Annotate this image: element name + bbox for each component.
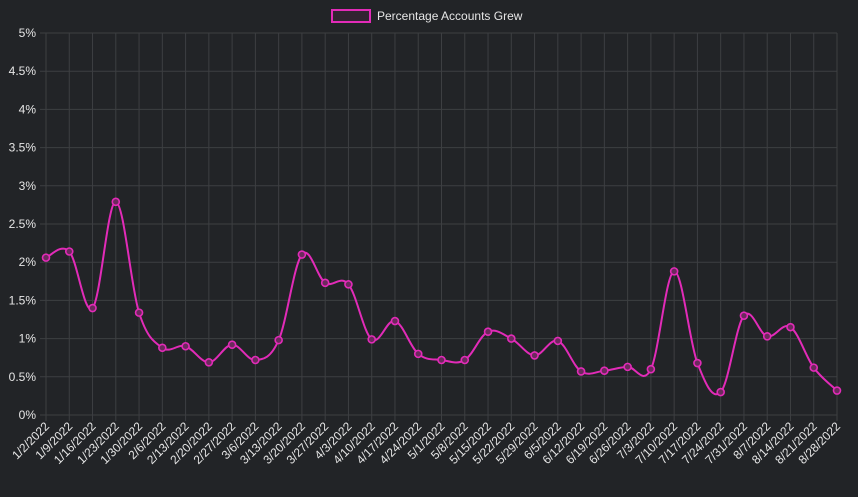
data-point[interactable]	[693, 358, 702, 368]
data-point[interactable]	[809, 363, 819, 372]
data-point[interactable]	[437, 355, 446, 365]
data-point[interactable]	[390, 316, 400, 326]
y-tick-label: 0.5%	[9, 370, 37, 384]
data-point[interactable]	[623, 362, 632, 372]
data-point[interactable]	[669, 267, 679, 276]
data-point[interactable]	[367, 335, 377, 344]
data-point[interactable]	[64, 247, 74, 256]
y-tick-label: 0%	[19, 408, 37, 422]
data-point[interactable]	[134, 308, 144, 317]
legend[interactable]: Percentage Accounts Grew	[331, 9, 523, 23]
data-point[interactable]	[158, 343, 167, 353]
y-tick-label: 2.5%	[9, 217, 37, 231]
y-tick-label: 2%	[19, 255, 37, 269]
grid	[40, 32, 838, 421]
data-point[interactable]	[832, 386, 842, 395]
x-axis-ticks: 1/2/20221/9/20221/16/20221/23/20221/30/2…	[9, 419, 843, 467]
data-point[interactable]	[204, 357, 214, 367]
legend-label[interactable]: Percentage Accounts Grew	[377, 9, 523, 23]
data-point[interactable]	[413, 349, 423, 359]
data-point[interactable]	[762, 332, 772, 341]
data-point[interactable]	[88, 303, 97, 313]
data-point[interactable]	[786, 322, 795, 332]
data-point[interactable]	[600, 366, 609, 375]
data-point[interactable]	[41, 253, 51, 262]
data-point[interactable]	[344, 280, 353, 289]
data-point[interactable]	[227, 340, 237, 350]
data-point[interactable]	[251, 355, 260, 365]
data-point[interactable]	[716, 387, 725, 397]
legend-swatch[interactable]	[331, 9, 371, 23]
data-point[interactable]	[274, 335, 283, 345]
data-point[interactable]	[297, 250, 307, 259]
data-point[interactable]	[739, 311, 749, 320]
data-point[interactable]	[483, 327, 493, 337]
data-point[interactable]	[576, 367, 586, 376]
data-point[interactable]	[646, 364, 656, 374]
data-point[interactable]	[530, 351, 539, 360]
y-tick-label: 4.5%	[9, 64, 37, 78]
y-tick-label: 1.5%	[9, 293, 37, 307]
y-tick-label: 3%	[19, 179, 37, 193]
data-point[interactable]	[460, 355, 470, 365]
data-point[interactable]	[320, 278, 330, 288]
y-tick-label: 1%	[19, 332, 37, 346]
series-layer	[41, 197, 842, 397]
y-tick-label: 5%	[19, 26, 37, 40]
y-tick-label: 3.5%	[9, 141, 37, 155]
data-point[interactable]	[111, 197, 121, 207]
data-point[interactable]	[181, 341, 190, 351]
data-point[interactable]	[553, 336, 563, 346]
data-point[interactable]	[506, 334, 516, 343]
y-tick-label: 4%	[19, 102, 37, 116]
y-axis-ticks: 0% 0.5% 1% 1.5% 2% 2.5% 3% 3.5% 4% 4.5% 5%	[9, 26, 37, 422]
